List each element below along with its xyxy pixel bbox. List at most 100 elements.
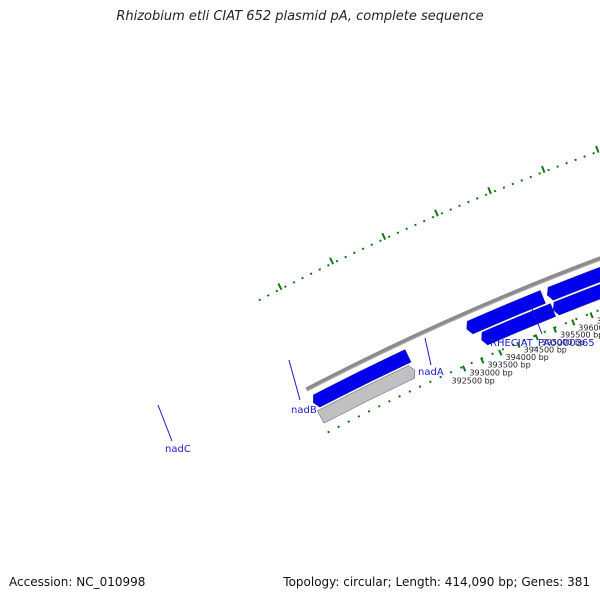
outer-scale-tick [595,145,600,153]
scale-tick [516,341,521,348]
gene-label: nadB [291,405,317,416]
gene-label: nadC [165,444,191,455]
outer-scale-tick [329,257,335,265]
scale-dot [327,430,330,434]
scale-dot [512,343,515,347]
outer-scale-dot [405,227,409,231]
gene-arrow [552,284,600,316]
scale-label: 395000 bp [542,338,585,347]
outer-scale-dot [484,193,488,197]
scale-dot [553,326,557,329]
gene-label: nadA [418,367,444,378]
scale-dot [596,309,599,313]
outer-scale-tick [277,283,283,291]
scale-dot [564,321,568,325]
scale-label: 393000 bp [469,368,512,377]
outer-scale-dot [301,276,304,280]
outer-scale-dot [556,165,559,168]
gene-label: RHECIAT_PA0000365 [490,338,595,349]
scale-dot [347,420,351,423]
outer-scale-dot [258,298,262,302]
scale-dot [585,313,589,317]
scale-dot [532,334,536,338]
outer-scale-dot [275,289,279,293]
outer-scale-dot [431,215,435,219]
outer-scale-dot [529,175,532,179]
scale-dot [459,366,463,369]
scale-dot [449,370,453,374]
outer-scale-dot [511,182,515,186]
outer-scale-dot [583,155,586,158]
scale-tick [462,365,467,372]
scale-dot [543,330,547,334]
scale-label: 396500 bp [597,316,600,325]
gene-label-leader [424,337,432,366]
gene-label-leader [288,359,301,401]
outer-scale-dot [449,208,452,211]
outer-scale-dot [309,272,313,276]
scale-tick [589,312,594,319]
scale-tick [552,326,557,333]
scale-label: 394000 bp [506,353,549,362]
scale-dot [575,317,578,321]
outer-scale-dot [475,197,479,200]
outer-scale-dot [467,200,470,204]
scale-label: 395500 bp [560,331,600,340]
scale-dot [501,347,505,351]
gene-arrow [313,349,412,408]
scale-label: 393500 bp [487,361,530,370]
outer-scale-tick [541,165,546,174]
scale-dot [398,395,401,398]
scale-dot [418,385,422,388]
outer-scale-dot [353,251,356,255]
outer-scale-dot [292,280,296,284]
outer-scale-dot [520,179,524,182]
outer-scale-dot [370,243,374,247]
gene-label-leader [530,305,543,335]
outer-scale-dot [344,255,347,259]
outer-scale-dot [318,268,322,271]
gene-label-leader [157,404,173,442]
outer-scale-tick [487,186,492,195]
outer-scale-dot [592,151,595,155]
scale-dot [337,425,340,429]
scale-dot [367,410,371,413]
outer-scale-dot [458,204,461,208]
scale-tick [534,334,539,341]
outer-scale-dot [327,263,330,267]
scale-label: 392500 bp [452,376,495,385]
outer-scale-dot [538,172,541,175]
outer-scale-dot [565,161,568,165]
scale-dot [439,375,442,379]
gene-arrow [466,290,546,335]
outer-scale-dot [387,235,391,239]
backbone-arc [305,256,600,392]
scale-label: 394500 bp [524,345,567,354]
outer-scale-dot [574,158,577,162]
scale-tick [571,319,576,326]
scale-dot [388,400,391,403]
outer-scale-dot [440,212,444,215]
scale-dot [522,339,526,342]
scale-dot [491,352,494,356]
scale-dot [429,380,432,384]
scale-dot [408,390,412,393]
outer-scale-dot [414,223,417,227]
outer-scale-dot [284,285,287,289]
gene-arrow [546,266,600,301]
outer-scale-dot [361,247,365,251]
outer-scale-tick [381,232,387,241]
map-title: Rhizobium etli CIAT 652 plasmid pA, comp… [116,9,484,24]
outer-scale-tick [434,209,439,217]
backbone-arc-inner [307,260,600,392]
outer-scale-dot [266,294,270,297]
outer-scale-dot [379,239,382,243]
scale-label: 396000 bp [578,323,600,332]
outer-scale-dot [396,231,400,235]
scale-tick [498,349,503,356]
outer-scale-dot [502,186,506,189]
outer-scale-dot [493,189,497,193]
scale-dot [357,415,361,418]
outer-scale-dot [335,259,339,263]
